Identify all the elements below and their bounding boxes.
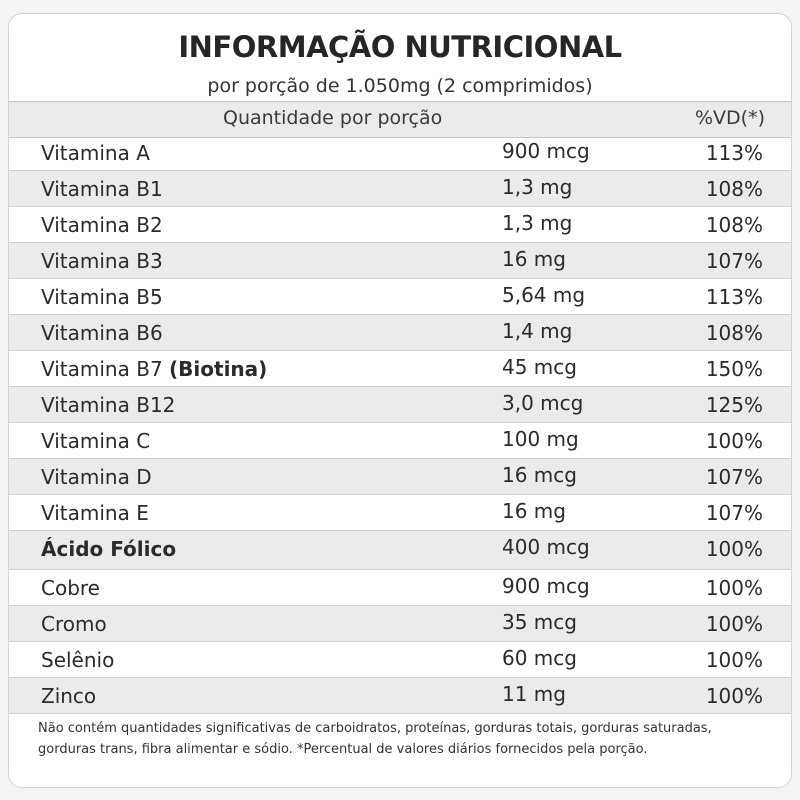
nutrient-quantity: 400 mcg: [502, 535, 590, 559]
nutrient-name: Vitamina A: [41, 141, 150, 165]
table-row: Cromo 35 mcg 100%: [9, 606, 791, 642]
panel-title: INFORMAÇÃO NUTRICIONAL: [9, 30, 791, 64]
nutrient-name: Vitamina E: [41, 501, 149, 525]
nutrient-daily-value: 108%: [706, 177, 763, 201]
table-row: Vitamina D 16 mcg 107%: [9, 459, 791, 495]
table-row: Vitamina B2 1,3 mg 108%: [9, 207, 791, 243]
nutrient-name: Cromo: [41, 612, 107, 636]
table-row: Vitamina E 16 mg 107%: [9, 495, 791, 531]
nutrient-daily-value: 107%: [706, 501, 763, 525]
nutrient-quantity: 35 mcg: [502, 610, 577, 634]
nutrient-quantity: 3,0 mcg: [502, 391, 583, 415]
nutrient-name-extra: (Biotina): [169, 357, 267, 381]
nutrient-quantity: 1,3 mg: [502, 211, 572, 235]
nutrient-daily-value: 108%: [706, 321, 763, 345]
nutrient-name: Vitamina B5: [41, 285, 163, 309]
nutrient-daily-value: 100%: [706, 537, 763, 561]
nutrient-daily-value: 107%: [706, 249, 763, 273]
nutrient-name: Vitamina B6: [41, 321, 163, 345]
nutrient-daily-value: 108%: [706, 213, 763, 237]
nutrient-name: Vitamina B2: [41, 213, 163, 237]
nutrient-name: Vitamina D: [41, 465, 152, 489]
nutrient-name: Cobre: [41, 576, 100, 600]
nutrient-quantity: 1,3 mg: [502, 175, 572, 199]
nutrient-name: Zinco: [41, 684, 96, 708]
nutrient-daily-value: 113%: [706, 285, 763, 309]
table-row: Vitamina B3 16 mg 107%: [9, 243, 791, 279]
nutrient-name: Vitamina C: [41, 429, 150, 453]
table-row: Cobre 900 mcg 100%: [9, 570, 791, 606]
nutrition-facts-panel: INFORMAÇÃO NUTRICIONAL por porção de 1.0…: [8, 13, 792, 788]
nutrient-quantity: 1,4 mg: [502, 319, 572, 343]
table-header: Quantidade por porção %VD(*): [9, 101, 791, 138]
nutrient-name: Selênio: [41, 648, 114, 672]
nutrient-quantity: 16 mcg: [502, 463, 577, 487]
nutrient-quantity: 16 mg: [502, 247, 566, 271]
nutrient-quantity: 11 mg: [502, 682, 566, 706]
serving-size-subtitle: por porção de 1.050mg (2 comprimidos): [9, 75, 791, 97]
nutrient-table: Vitamina A 900 mcg 113% Vitamina B1 1,3 …: [9, 135, 791, 714]
nutrient-quantity: 100 mg: [502, 427, 579, 451]
header-daily-value: %VD(*): [695, 107, 765, 129]
nutrient-daily-value: 113%: [706, 141, 763, 165]
nutrient-name-main: Vitamina B7: [41, 357, 163, 381]
nutrient-daily-value: 100%: [706, 429, 763, 453]
nutrient-name: Vitamina B3: [41, 249, 163, 273]
header-quantity: Quantidade por porção: [223, 107, 442, 129]
nutrient-name: Vitamina B1: [41, 177, 163, 201]
table-row: Vitamina B6 1,4 mg 108%: [9, 315, 791, 351]
table-row: Vitamina B1 1,3 mg 108%: [9, 171, 791, 207]
nutrient-quantity: 16 mg: [502, 499, 566, 523]
table-row: Ácido Fólico 400 mcg 100%: [9, 531, 791, 570]
nutrient-name: Vitamina B7 (Biotina): [41, 357, 267, 381]
table-row: Vitamina A 900 mcg 113%: [9, 135, 791, 171]
nutrient-name: Vitamina B12: [41, 393, 175, 417]
nutrient-daily-value: 100%: [706, 648, 763, 672]
nutrient-quantity: 5,64 mg: [502, 283, 585, 307]
nutrient-quantity: 900 mcg: [502, 574, 590, 598]
nutrient-daily-value: 100%: [706, 684, 763, 708]
nutrient-quantity: 45 mcg: [502, 355, 577, 379]
table-row: Vitamina B12 3,0 mcg 125%: [9, 387, 791, 423]
nutrient-quantity: 900 mcg: [502, 139, 590, 163]
table-row: Vitamina B5 5,64 mg 113%: [9, 279, 791, 315]
table-row: Zinco 11 mg 100%: [9, 678, 791, 714]
table-row: Selênio 60 mcg 100%: [9, 642, 791, 678]
nutrient-daily-value: 100%: [706, 612, 763, 636]
nutrient-name: Ácido Fólico: [41, 537, 176, 561]
nutrient-daily-value: 125%: [706, 393, 763, 417]
table-row: Vitamina C 100 mg 100%: [9, 423, 791, 459]
nutrient-quantity: 60 mcg: [502, 646, 577, 670]
table-row: Vitamina B7 (Biotina) 45 mcg 150%: [9, 351, 791, 387]
footnote: Não contém quantidades significativas de…: [38, 718, 773, 760]
nutrient-daily-value: 100%: [706, 576, 763, 600]
nutrient-daily-value: 107%: [706, 465, 763, 489]
nutrient-daily-value: 150%: [706, 357, 763, 381]
